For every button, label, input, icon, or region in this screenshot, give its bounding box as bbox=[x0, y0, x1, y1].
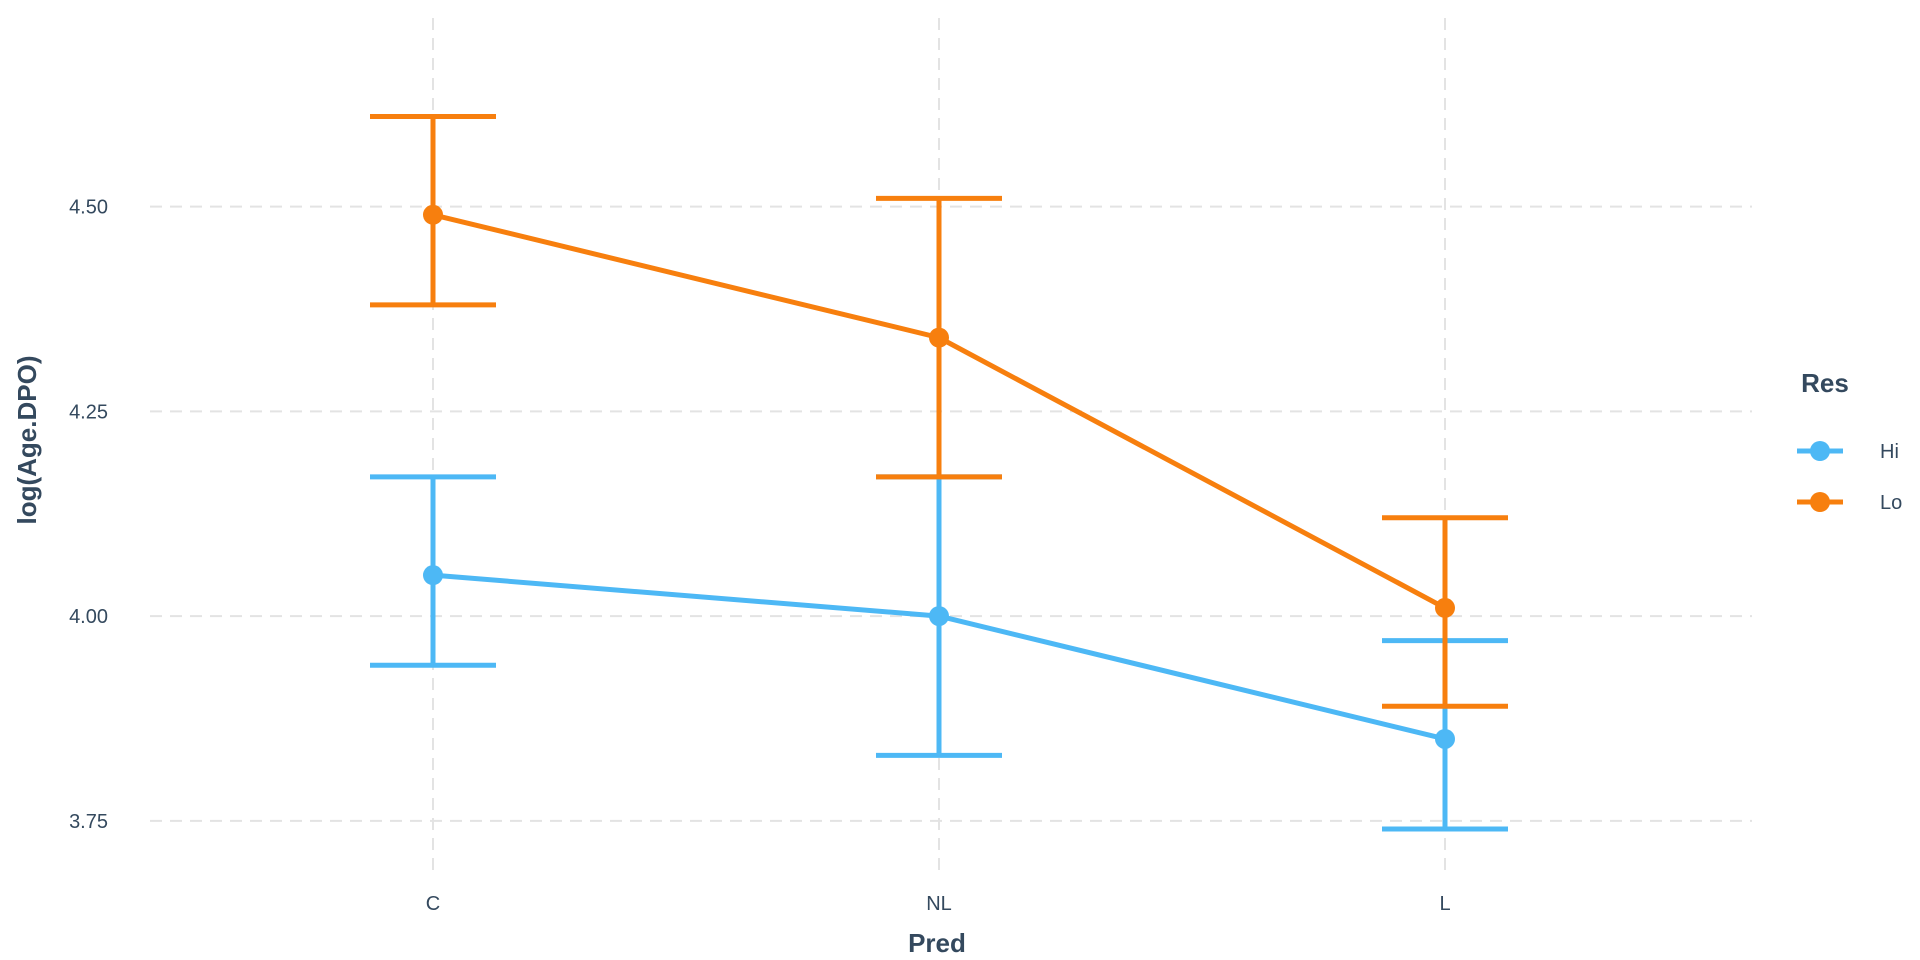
data-point bbox=[423, 565, 443, 586]
data-point bbox=[1435, 728, 1455, 749]
legend-key-point bbox=[1810, 492, 1830, 512]
legend-item-hi: Hi bbox=[1797, 441, 1899, 463]
legend: Res Hi Lo bbox=[1797, 368, 1902, 514]
legend-key-point bbox=[1810, 441, 1830, 461]
series-lo bbox=[370, 113, 1508, 709]
data-point bbox=[1435, 597, 1455, 618]
x-tick-label: NL bbox=[926, 893, 952, 915]
y-tick-labels: 3.75 4.00 4.25 4.50 bbox=[69, 197, 108, 833]
series-hi bbox=[370, 474, 1508, 832]
y-tick-label: 4.00 bbox=[69, 606, 108, 628]
data-point bbox=[423, 204, 443, 225]
legend-title: Res bbox=[1801, 368, 1849, 398]
y-tick-label: 3.75 bbox=[69, 811, 108, 833]
x-tick-label: L bbox=[1439, 893, 1450, 915]
legend-item-lo: Lo bbox=[1797, 492, 1902, 514]
y-tick-label: 4.25 bbox=[69, 401, 108, 423]
x-axis-title: Pred bbox=[908, 928, 966, 958]
legend-label: Hi bbox=[1880, 441, 1899, 463]
x-tick-label: C bbox=[426, 893, 440, 915]
series-layer bbox=[370, 113, 1508, 832]
y-axis-title: log(Age.DPO) bbox=[12, 356, 42, 525]
grid bbox=[150, 18, 1752, 870]
data-point bbox=[929, 327, 949, 348]
x-tick-labels: C NL L bbox=[426, 893, 1451, 915]
y-tick-label: 4.50 bbox=[69, 197, 108, 219]
legend-label: Lo bbox=[1880, 492, 1902, 514]
data-point bbox=[929, 606, 949, 627]
